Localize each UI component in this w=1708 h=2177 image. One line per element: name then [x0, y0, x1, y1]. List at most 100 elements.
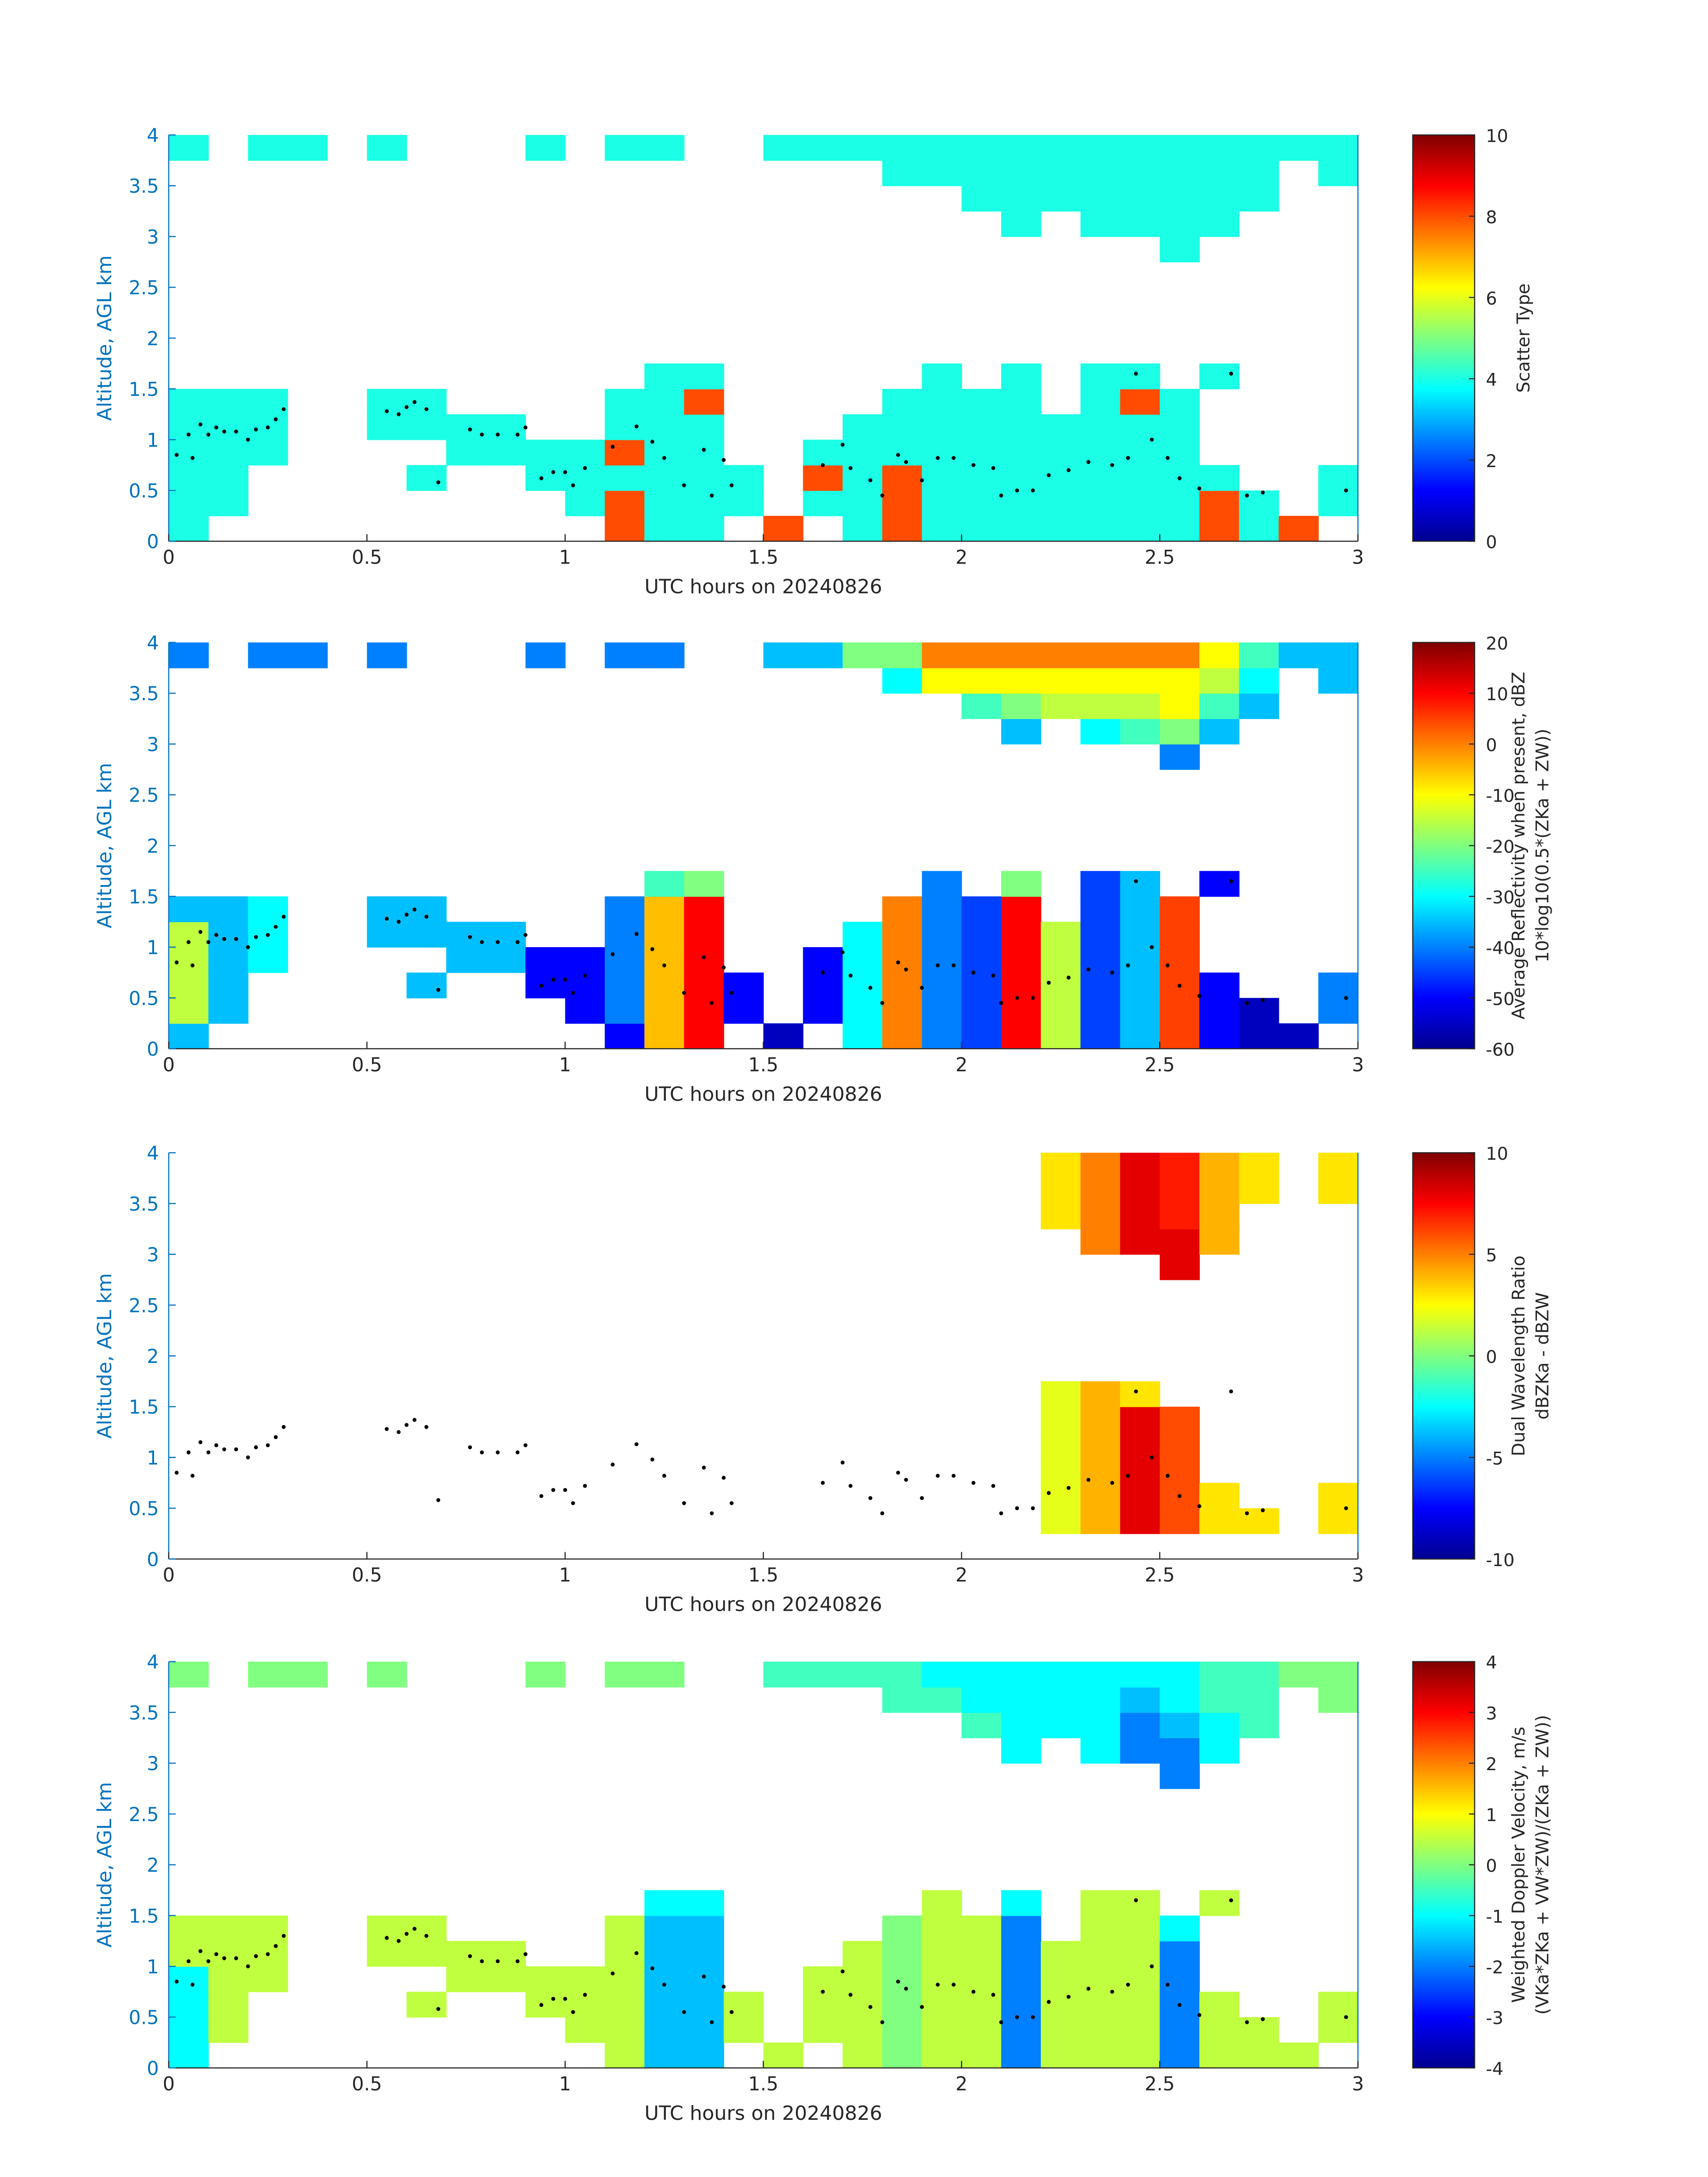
heat-cell	[1120, 211, 1161, 237]
cloud-base-point	[190, 963, 195, 968]
heat-cell	[208, 1915, 249, 1942]
heat-cell	[1040, 1023, 1081, 1049]
cloud-base-point	[896, 1979, 900, 1984]
heat-cell	[168, 1661, 209, 1688]
cloud-base-point	[904, 1986, 908, 1991]
cloud-base-point	[412, 907, 417, 912]
cloud-base-point	[266, 425, 270, 430]
heat-cell	[1199, 871, 1240, 897]
y-tick-label: 2.5	[129, 1804, 159, 1826]
heat-cell	[763, 2042, 804, 2068]
heat-cell	[922, 414, 962, 440]
heat-cell	[565, 490, 606, 517]
heat-cell	[1199, 1738, 1240, 1764]
heat-cell	[288, 1661, 328, 1688]
heat-cell	[1080, 1178, 1121, 1204]
y-tick-label: 0	[147, 1039, 159, 1061]
cloud-base-point	[1261, 998, 1265, 1002]
colorbar-tick-label: -3	[1486, 2008, 1503, 2029]
cloud-base-point	[1178, 983, 1182, 988]
cloud-base-point	[468, 427, 472, 432]
heat-cell	[684, 922, 724, 948]
heat-cell	[644, 1941, 685, 1967]
heat-cell	[961, 389, 1002, 415]
cloud-base-point	[999, 1511, 1003, 1516]
heat-cell	[1080, 1228, 1121, 1255]
heat-cell	[684, 947, 724, 973]
heat-cell	[644, 871, 685, 897]
heat-cell	[922, 998, 962, 1024]
heat-cell	[1120, 1483, 1161, 1509]
heat-cell	[684, 871, 724, 897]
heat-cell	[168, 947, 209, 973]
y-tick-label: 2	[147, 1346, 159, 1368]
heat-cell	[1318, 2017, 1359, 2043]
cloud-base-point	[281, 407, 286, 411]
heat-cell	[1120, 363, 1161, 389]
heat-cell	[882, 947, 923, 973]
cloud-base-point	[186, 432, 191, 437]
heat-cell	[605, 1966, 645, 1993]
cloud-base-point	[1229, 372, 1233, 376]
heat-cell	[1160, 1915, 1200, 1942]
heat-cell	[248, 135, 288, 161]
cloud-base-point	[904, 460, 908, 464]
cloud-base-point	[722, 458, 726, 462]
x-tick-label: 2.5	[1144, 1565, 1175, 1587]
cloud-base-point	[424, 407, 429, 411]
heat-cell	[1001, 1915, 1041, 1942]
heat-cell	[882, 1661, 923, 1688]
heat-cell	[1001, 439, 1041, 466]
heat-cell	[922, 972, 962, 999]
heat-cell	[1080, 185, 1121, 212]
cloud-base-point	[1086, 1478, 1090, 1482]
heat-cell	[922, 389, 962, 415]
heat-cell	[525, 439, 566, 466]
cloud-base-point	[722, 965, 726, 969]
x-tick-label: 1	[559, 1565, 571, 1587]
heat-cell	[1040, 1178, 1081, 1204]
cloud-base-point	[206, 1959, 211, 1964]
heat-cell	[961, 2017, 1002, 2043]
cloud-base-point	[222, 1956, 226, 1960]
cloud-base-point	[246, 945, 250, 949]
heat-cell	[644, 1890, 685, 1916]
cloud-base-point	[397, 919, 401, 924]
heat-cell	[1040, 516, 1081, 542]
heat-cell	[1199, 2017, 1240, 2043]
heat-cell	[1120, 2017, 1161, 2043]
heat-cell	[723, 998, 764, 1024]
heat-cell	[486, 1941, 526, 1967]
x-tick-label: 0.5	[352, 1054, 382, 1076]
heat-cell	[1160, 1153, 1200, 1179]
cloud-base-point	[1197, 994, 1202, 998]
heat-cell	[168, 2017, 209, 2043]
heat-cell	[644, 947, 685, 973]
heat-cell	[882, 1992, 923, 2018]
heat-cell	[644, 1966, 685, 1993]
heat-cell	[1040, 1966, 1081, 1993]
cloud-base-point	[523, 933, 528, 937]
heat-cell	[605, 516, 645, 542]
heat-cell	[1160, 160, 1200, 186]
heat-cell	[1239, 1508, 1279, 1534]
cloud-base-point	[840, 950, 845, 954]
heat-cell	[168, 1966, 209, 1993]
heat-cell	[961, 896, 1002, 923]
y-tick-label: 1	[147, 1447, 159, 1469]
heat-cell	[1080, 211, 1121, 237]
heat-cell	[605, 389, 645, 415]
cloud-base-point	[254, 1954, 258, 1958]
heat-cell	[1120, 642, 1161, 669]
cloud-base-point	[551, 978, 555, 982]
heat-cell	[208, 947, 249, 973]
cloud-base-point	[274, 1944, 278, 1948]
heat-cell	[723, 465, 764, 491]
heat-cell	[1120, 2042, 1161, 2068]
cloud-base-point	[1134, 879, 1138, 883]
heat-cell	[684, 1992, 724, 2018]
colorbar-tick-label: -1	[1486, 1906, 1503, 1927]
colorbar-tick-label: -50	[1486, 989, 1515, 1009]
colorbar-label: Weighted Doppler Velocity, m/s	[1508, 1727, 1529, 2003]
heat-cell	[1120, 490, 1161, 517]
